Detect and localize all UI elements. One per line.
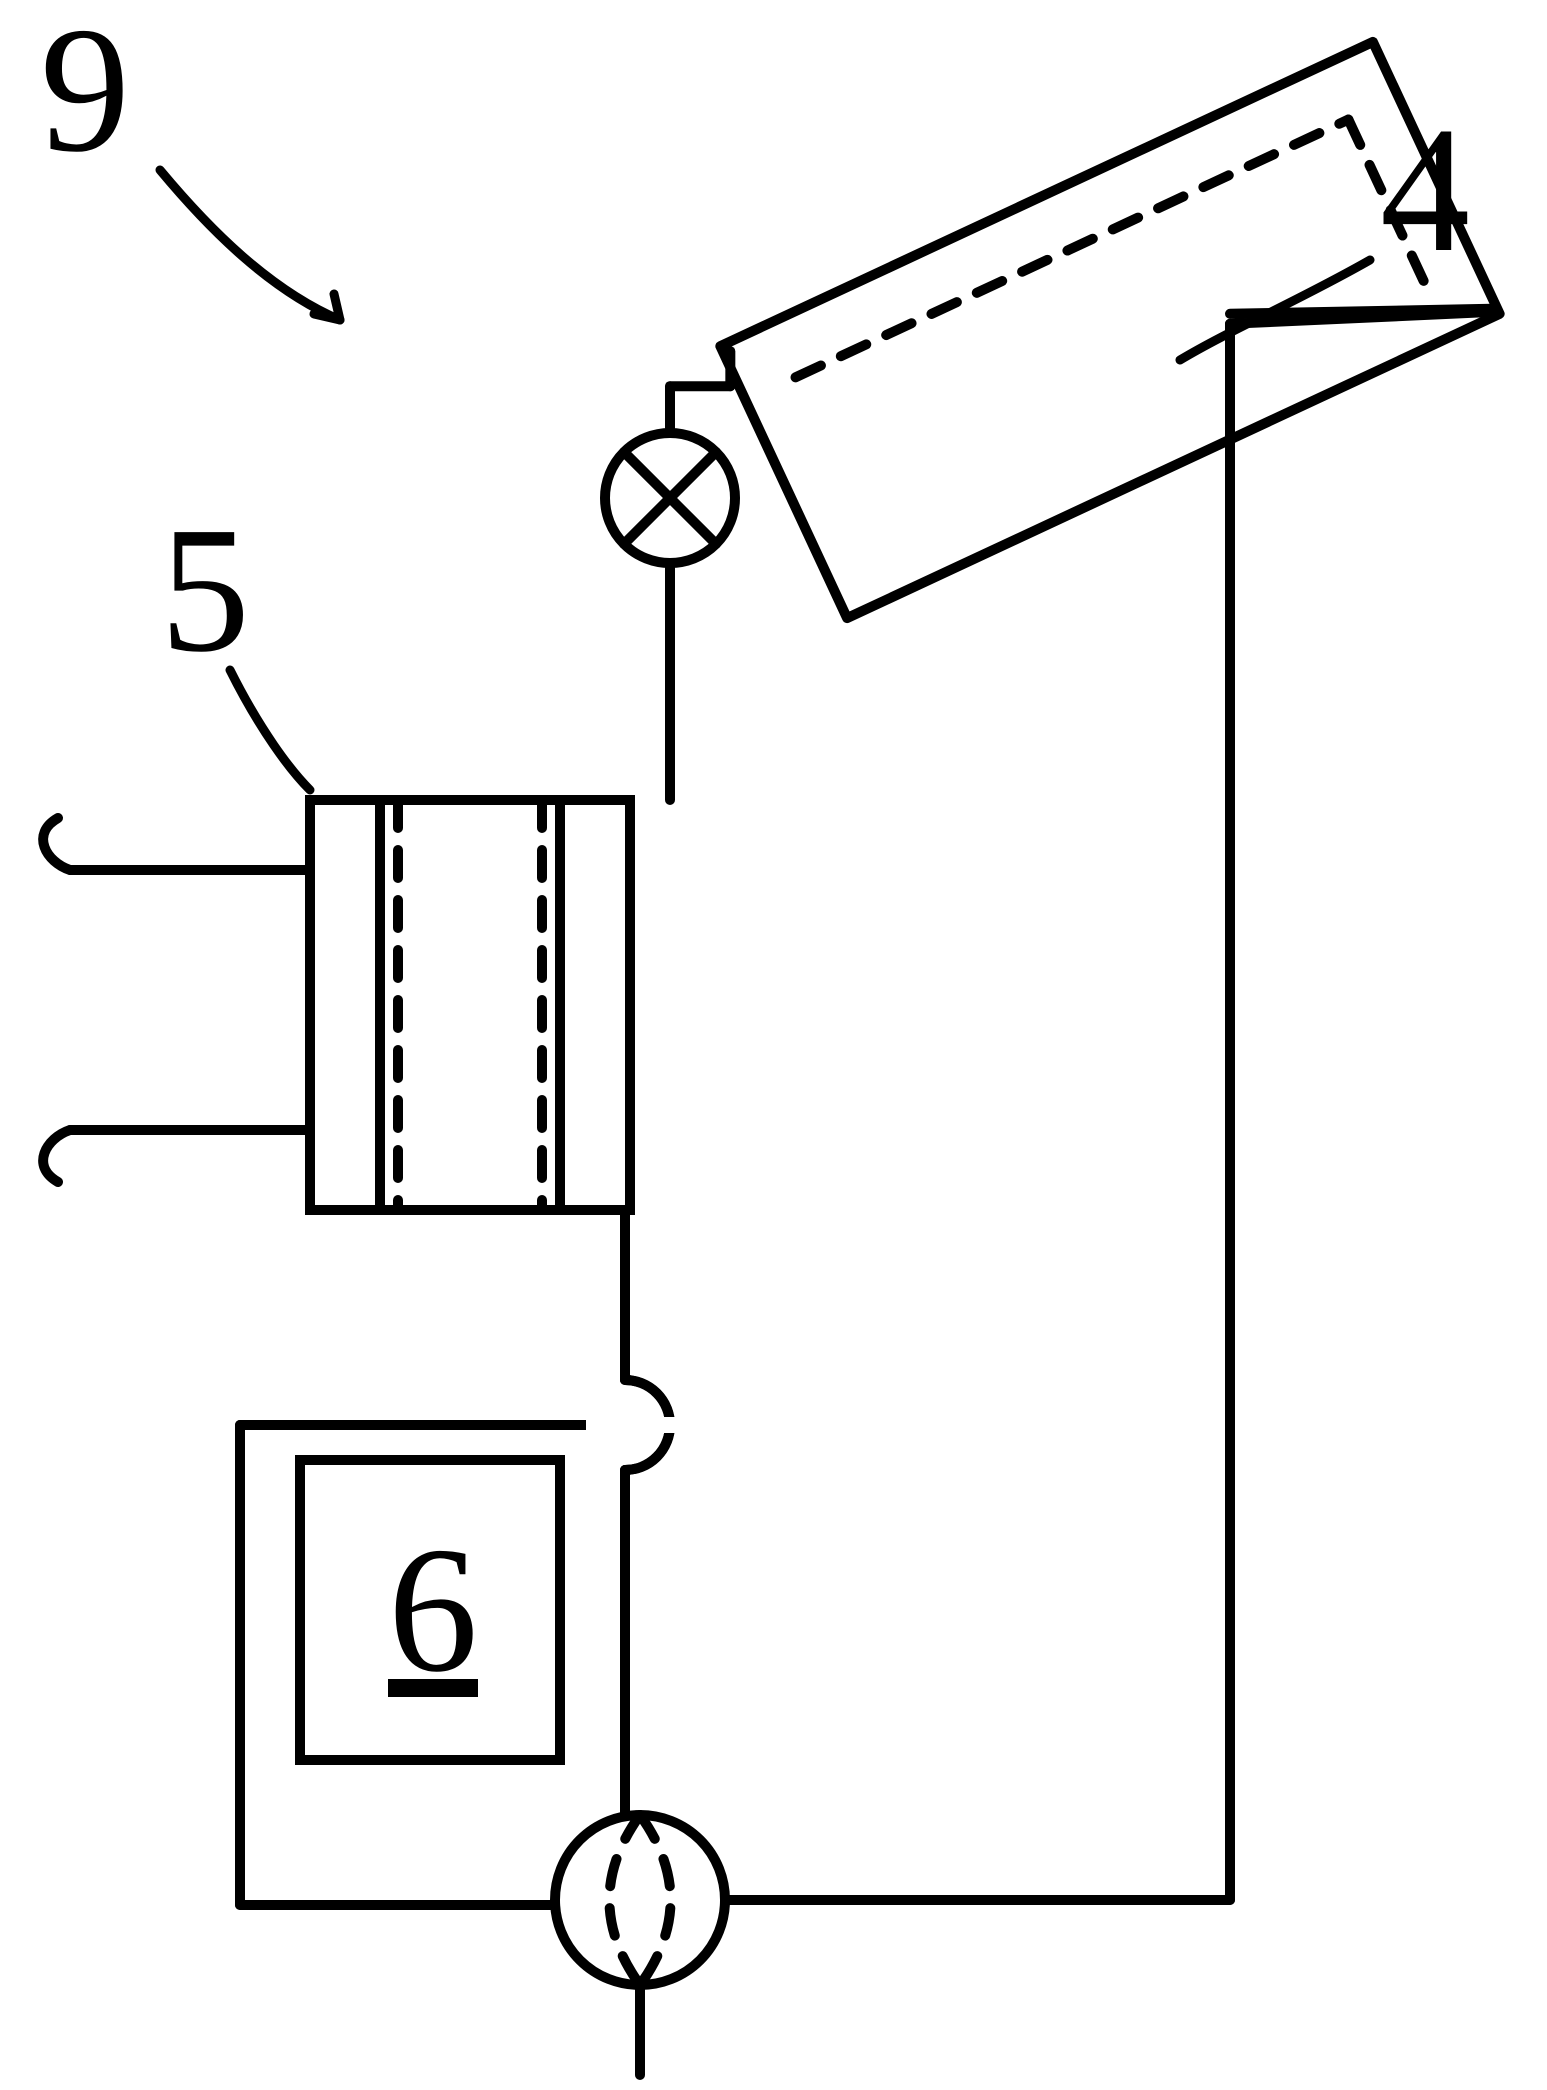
label-6: 6 — [388, 1520, 478, 1700]
label-9: 9 — [40, 0, 130, 180]
schematic-diagram — [0, 0, 1547, 2090]
label-5: 5 — [160, 500, 250, 680]
label-4: 4 — [1380, 100, 1470, 280]
